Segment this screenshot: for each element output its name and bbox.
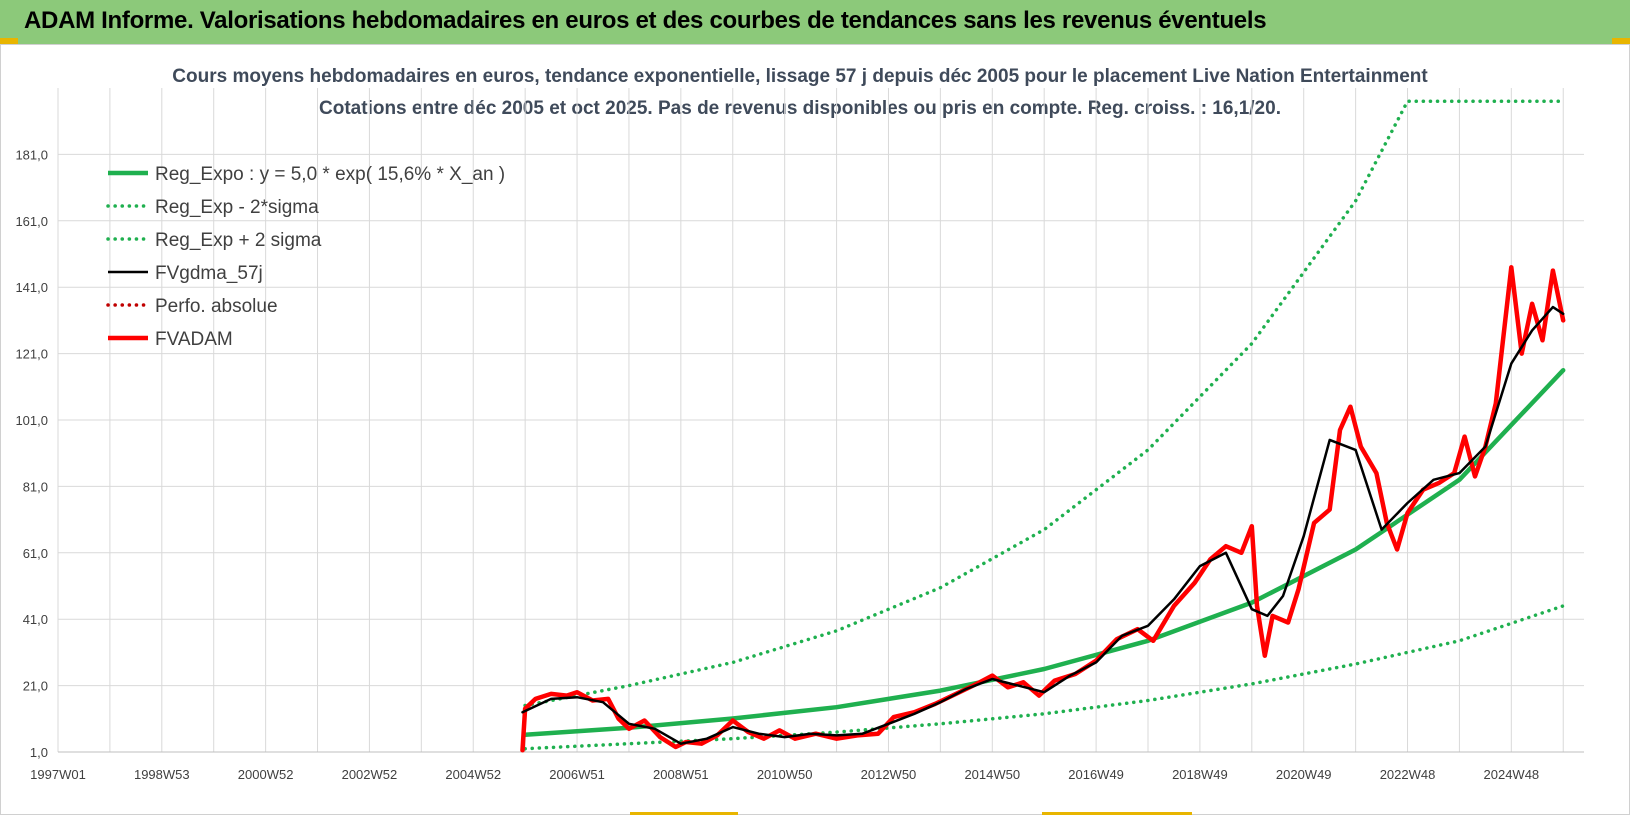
legend-label: FVgdma_57j [155,263,263,284]
y-tick-label: 21,0 [23,679,48,694]
x-tick-label: 2016W49 [1068,767,1124,782]
y-tick-label: 41,0 [23,612,48,627]
chart-title: Cours moyens hebdomadaires en euros, ten… [172,66,1428,87]
legend-label: Reg_Exp + 2 sigma [155,230,322,251]
x-tick-label: 2006W51 [549,767,605,782]
bottom-accent-2 [1042,812,1192,815]
legend-label: FVADAM [155,329,233,350]
x-tick-label: 1997W01 [30,767,86,782]
series-line-2 [523,99,1565,708]
corner-accent-left [0,38,18,44]
legend-label: Reg_Exp - 2*sigma [155,197,319,218]
x-tick-label: 2020W49 [1276,767,1332,782]
y-tick-label: 161,0 [15,214,48,229]
y-tick-label: 181,0 [15,147,48,162]
chart-legend: Reg_Expo : y = 5,0 * exp( 15,6% * X_an )… [106,164,505,350]
x-tick-label: 2012W50 [861,767,917,782]
y-tick-label: 1,0 [30,745,48,760]
axes: 1,0 21,0 41,0 61,0 81,0 101,0 121,0 141,0 161,0 1… [15,147,1584,782]
y-tick-label: 61,0 [23,546,48,561]
x-tick-label: 1998W53 [134,767,190,782]
x-tick-label: 2022W48 [1380,767,1436,782]
x-tick-label: 2008W51 [653,767,709,782]
series-lines [520,99,1566,753]
x-tick-label: 2010W50 [757,767,813,782]
x-tick-label: 2002W52 [342,767,398,782]
y-tick-label: 121,0 [15,347,48,362]
legend-label: Reg_Expo : y = 5,0 * exp( 15,6% * X_an ) [155,164,505,185]
x-tick-label: 2024W48 [1484,767,1540,782]
x-tick-label: 2014W50 [964,767,1020,782]
corner-accent-right [1612,38,1630,44]
x-tick-label: 2000W52 [238,767,294,782]
x-tick-label: 2004W52 [445,767,501,782]
bottom-accent-1 [630,812,738,815]
legend-label: Perfo. absolue [155,296,278,317]
title-banner: ADAM Informe. Valorisations hebdomadaire… [0,0,1630,44]
y-tick-label: 101,0 [15,413,48,428]
y-tick-label: 81,0 [23,479,48,494]
y-tick-label: 141,0 [15,280,48,295]
page-title: ADAM Informe. Valorisations hebdomadaire… [24,7,1267,34]
x-tick-label: 2018W49 [1172,767,1228,782]
chart-subtitle: Cotations entre déc 2005 et oct 2025. Pa… [319,98,1281,119]
series-line-3 [521,305,1565,745]
